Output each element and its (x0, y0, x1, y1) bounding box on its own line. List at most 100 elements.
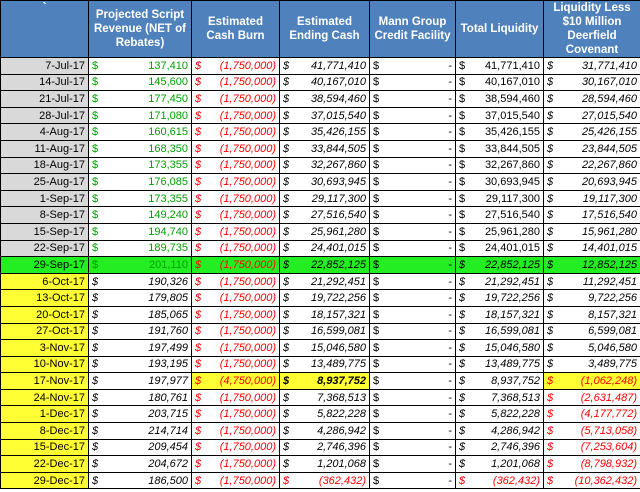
date-cell[interactable]: 25-Aug-17 (0, 173, 89, 191)
revenue-cell[interactable]: $190,326 (88, 272, 192, 291)
revenue-column-header[interactable]: Projected Script Revenue (NET of Rebates… (88, 0, 192, 58)
covenant-cell[interactable]: $17,516,540 (543, 206, 640, 224)
ending-cash-cell[interactable]: $41,771,410 (279, 57, 370, 75)
covenant-cell[interactable]: $14,401,015 (543, 239, 640, 258)
ending-cash-cell[interactable]: $13,489,775 (279, 355, 370, 374)
date-cell[interactable]: 24-Nov-17 (0, 388, 89, 407)
mann-credit-cell[interactable]: $ - (369, 471, 456, 490)
burn-cell[interactable]: $ (1,750,000) (191, 289, 280, 307)
revenue-cell[interactable]: $194,740 (88, 222, 192, 241)
ending-cash-cell[interactable]: $18,157,321 (279, 305, 370, 324)
date-cell[interactable]: 3-Nov-17 (0, 339, 89, 357)
revenue-cell[interactable]: $168,350 (88, 139, 192, 158)
ending-cash-column-header[interactable]: Estimated Ending Cash (279, 0, 370, 58)
revenue-cell[interactable]: $185,065 (88, 305, 192, 324)
mann-credit-column-header[interactable]: Mann Group Credit Facility (369, 0, 456, 58)
ending-cash-cell[interactable]: $15,046,580 (279, 339, 370, 357)
date-cell[interactable]: 29-Sep-17 (0, 256, 89, 274)
burn-cell[interactable]: $ (1,750,000) (191, 272, 280, 291)
revenue-cell[interactable]: $193,195 (88, 355, 192, 374)
total-liquidity-cell[interactable]: $41,771,410 (455, 57, 544, 75)
ending-cash-cell[interactable]: $1,201,068 (279, 455, 370, 473)
burn-column-header[interactable]: Estimated Cash Burn (191, 0, 280, 58)
date-cell[interactable]: 18-Aug-17 (0, 156, 89, 175)
total-liquidity-cell[interactable]: $27,516,540 (455, 206, 544, 224)
ending-cash-cell[interactable]: $27,516,540 (279, 206, 370, 224)
revenue-cell[interactable]: $189,735 (88, 239, 192, 258)
ending-cash-cell[interactable]: $30,693,945 (279, 173, 370, 191)
burn-cell[interactable]: $ (1,750,000) (191, 471, 280, 490)
mann-credit-cell[interactable]: $ - (369, 455, 456, 473)
burn-cell[interactable]: $ (1,750,000) (191, 355, 280, 374)
burn-cell[interactable]: $ (1,750,000) (191, 322, 280, 341)
date-cell[interactable]: 7-Jul-17 (0, 57, 89, 75)
mann-credit-cell[interactable]: $ - (369, 156, 456, 175)
burn-cell[interactable]: $ (1,750,000) (191, 438, 280, 457)
covenant-cell[interactable]: $ (5,713,058) (543, 422, 640, 440)
mann-credit-cell[interactable]: $ - (369, 123, 456, 141)
burn-cell[interactable]: $ (1,750,000) (191, 139, 280, 158)
burn-cell[interactable]: $ (1,750,000) (191, 256, 280, 274)
mann-credit-cell[interactable]: $ - (369, 57, 456, 75)
mann-credit-cell[interactable]: $ - (369, 339, 456, 357)
total-liquidity-cell[interactable]: $30,693,945 (455, 173, 544, 191)
revenue-cell[interactable]: $177,450 (88, 90, 192, 108)
covenant-cell[interactable]: $27,015,540 (543, 106, 640, 125)
ending-cash-cell[interactable]: $7,368,513 (279, 388, 370, 407)
ending-cash-cell[interactable]: $21,292,451 (279, 272, 370, 291)
burn-cell[interactable]: $ (1,750,000) (191, 455, 280, 473)
total-liquidity-cell[interactable]: $ (362,432) (455, 471, 544, 490)
total-liquidity-column-header[interactable]: Total Liquidity (455, 0, 544, 58)
ending-cash-cell[interactable]: $19,722,256 (279, 289, 370, 307)
total-liquidity-cell[interactable]: $2,746,396 (455, 438, 544, 457)
revenue-cell[interactable]: $173,355 (88, 156, 192, 175)
total-liquidity-cell[interactable]: $25,961,280 (455, 222, 544, 241)
total-liquidity-cell[interactable]: $22,852,125 (455, 256, 544, 274)
mann-credit-cell[interactable]: $ - (369, 73, 456, 92)
covenant-cell[interactable]: $ (7,253,604) (543, 438, 640, 457)
date-cell[interactable]: 28-Jul-17 (0, 106, 89, 125)
total-liquidity-cell[interactable]: $7,368,513 (455, 388, 544, 407)
ending-cash-cell[interactable]: $32,267,860 (279, 156, 370, 175)
revenue-cell[interactable]: $197,499 (88, 339, 192, 357)
covenant-cell[interactable]: $ (2,631,487) (543, 388, 640, 407)
date-cell[interactable]: 6-Oct-17 (0, 272, 89, 291)
total-liquidity-cell[interactable]: $19,722,256 (455, 289, 544, 307)
mann-credit-cell[interactable]: $ - (369, 173, 456, 191)
date-cell[interactable]: 4-Aug-17 (0, 123, 89, 141)
mann-credit-cell[interactable]: $ - (369, 206, 456, 224)
burn-cell[interactable]: $ (1,750,000) (191, 405, 280, 424)
ending-cash-cell[interactable]: $8,937,752 (279, 372, 370, 390)
ending-cash-cell[interactable]: $29,117,300 (279, 189, 370, 208)
mann-credit-cell[interactable]: $ - (369, 189, 456, 208)
covenant-cell[interactable]: $20,693,945 (543, 173, 640, 191)
mann-credit-cell[interactable]: $ - (369, 355, 456, 374)
mann-credit-cell[interactable]: $ - (369, 322, 456, 341)
mann-credit-cell[interactable]: $ - (369, 256, 456, 274)
burn-cell[interactable]: $ (1,750,000) (191, 222, 280, 241)
total-liquidity-cell[interactable]: $15,046,580 (455, 339, 544, 357)
total-liquidity-cell[interactable]: $1,201,068 (455, 455, 544, 473)
date-cell[interactable]: 17-Nov-17 (0, 372, 89, 390)
date-cell[interactable]: 1-Dec-17 (0, 405, 89, 424)
ending-cash-cell[interactable]: $35,426,155 (279, 123, 370, 141)
revenue-cell[interactable]: $176,085 (88, 173, 192, 191)
revenue-cell[interactable]: $191,760 (88, 322, 192, 341)
burn-cell[interactable]: $ (4,750,000) (191, 372, 280, 390)
mann-credit-cell[interactable]: $ - (369, 106, 456, 125)
burn-cell[interactable]: $ (1,750,000) (191, 206, 280, 224)
burn-cell[interactable]: $ (1,750,000) (191, 73, 280, 92)
date-cell[interactable]: 13-Oct-17 (0, 289, 89, 307)
total-liquidity-cell[interactable]: $29,117,300 (455, 189, 544, 208)
mann-credit-cell[interactable]: $ - (369, 90, 456, 108)
burn-cell[interactable]: $ (1,750,000) (191, 173, 280, 191)
ending-cash-cell[interactable]: $ (362,432) (279, 471, 370, 490)
mann-credit-cell[interactable]: $ - (369, 272, 456, 291)
revenue-cell[interactable]: $203,715 (88, 405, 192, 424)
revenue-cell[interactable]: $209,454 (88, 438, 192, 457)
covenant-cell[interactable]: $6,599,081 (543, 322, 640, 341)
mann-credit-cell[interactable]: $ - (369, 388, 456, 407)
burn-cell[interactable]: $ (1,750,000) (191, 123, 280, 141)
covenant-column-header[interactable]: Liquidity Less $10 Million Deerfield Cov… (543, 0, 640, 58)
total-liquidity-cell[interactable]: $40,167,010 (455, 73, 544, 92)
